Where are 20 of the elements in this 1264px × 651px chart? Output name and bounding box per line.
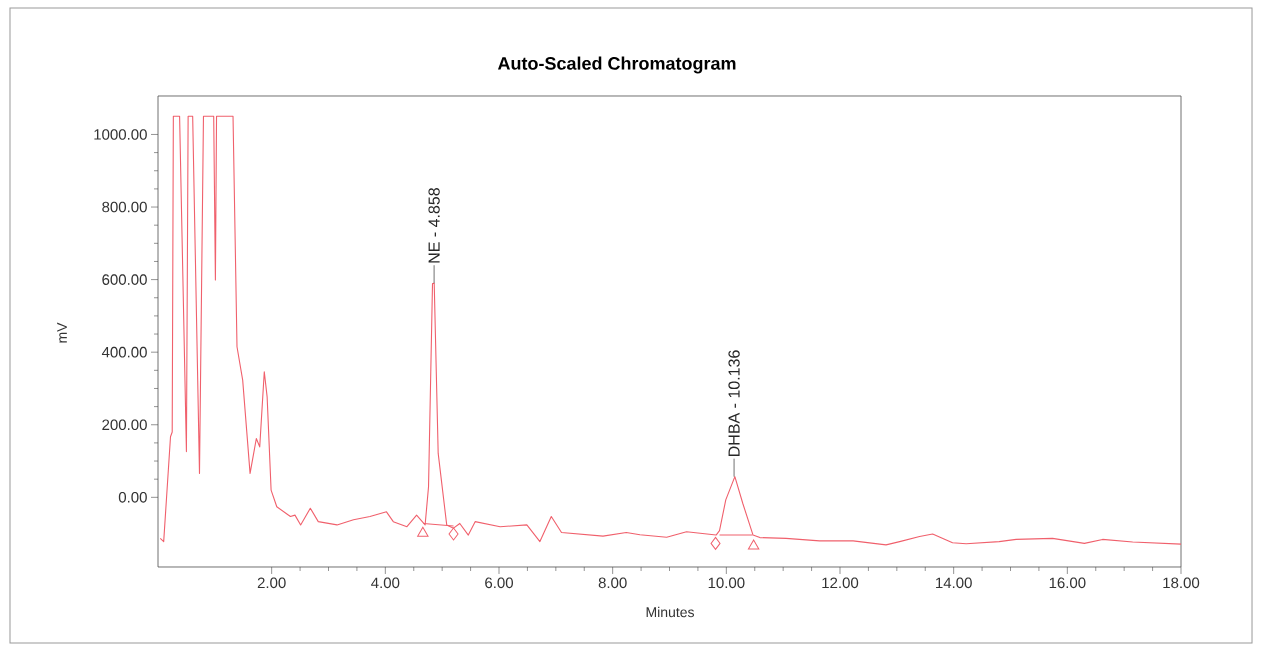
x-tick-label: 6.00 — [485, 577, 513, 589]
y-tick-label: 0.00 — [118, 492, 147, 503]
chart-title: Auto-Scaled Chromatogram — [497, 56, 736, 74]
x-tick-label: 18.00 — [1163, 577, 1200, 589]
y-tick-label: 200.00 — [102, 419, 147, 431]
x-tick-label: 16.00 — [1049, 577, 1086, 589]
x-tick-label: 8.00 — [598, 577, 627, 589]
y-tick-label: 800.00 — [102, 201, 147, 213]
y-tick-label: 1000.00 — [94, 129, 147, 140]
x-axis-title: Minutes — [646, 606, 694, 618]
annotation: NE - 4.858 — [428, 188, 440, 263]
y-tick-label: 600.00 — [102, 274, 147, 285]
x-tick-label: 10.00 — [708, 577, 745, 589]
x-tick-label: 4.00 — [371, 577, 400, 589]
y-tick-label: 400.00 — [101, 346, 147, 358]
x-tick-label: 14.00 — [936, 577, 972, 589]
annotation: DHBA - 10.136 — [728, 350, 740, 456]
x-tick-label: 2.00 — [257, 577, 286, 589]
y-axis-title: mV — [57, 322, 67, 343]
x-tick-label: 12.00 — [822, 577, 859, 589]
